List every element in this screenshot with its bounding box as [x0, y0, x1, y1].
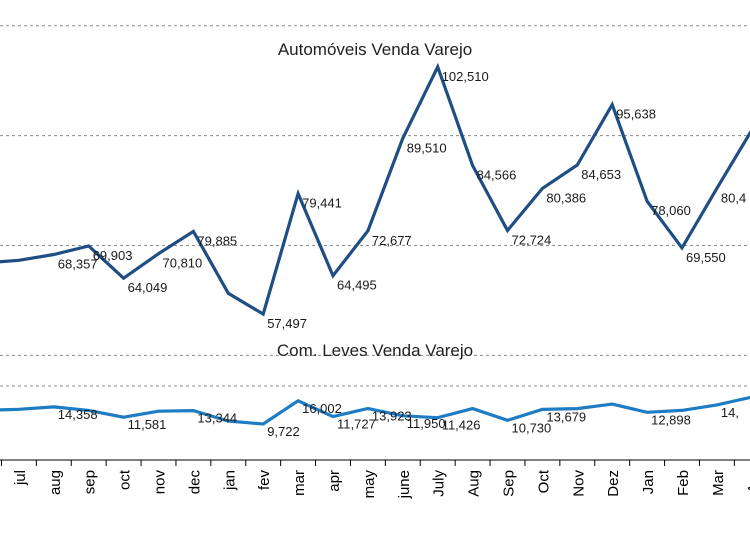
data-label-1-15: 10,730 — [512, 420, 552, 435]
data-label-0-14: 84,566 — [477, 167, 517, 182]
x-tick-label-10: may — [361, 470, 378, 499]
data-label-0-19: 78,060 — [651, 203, 691, 218]
x-tick-label-0: jul — [12, 470, 29, 486]
data-label-1-12: 11,950 — [407, 416, 446, 431]
x-tick-label-11: june — [396, 470, 413, 499]
data-label-0-10: 64,495 — [337, 278, 377, 293]
data-label-1-11: 13,923 — [372, 408, 412, 423]
x-tick-label-18: Jan — [640, 470, 657, 494]
data-label-1-16: 13,679 — [546, 409, 586, 424]
data-label-0-5: 70,810 — [163, 256, 203, 271]
data-label-0-17: 84,653 — [581, 167, 621, 182]
data-label-1-13: 11,426 — [442, 418, 481, 433]
data-label-0-21: 80,4 — [721, 190, 746, 205]
x-tick-label-16: Nov — [570, 470, 587, 497]
x-tick-label-9: apr — [326, 470, 343, 492]
x-tick-label-15: Oct — [535, 469, 552, 493]
data-label-1-19: 12,898 — [651, 412, 691, 427]
x-tick-label-6: jan — [221, 470, 238, 491]
data-label-1-21: 14, — [721, 405, 739, 420]
data-label-1-2: 14,358 — [58, 407, 98, 422]
data-label-0-3: 69,903 — [93, 248, 133, 263]
bottom-chart-title: Com. Leves Venda Varejo — [277, 341, 473, 360]
x-tick-label-5: dec — [186, 470, 203, 495]
series-line-1 — [0, 395, 750, 426]
data-label-0-4: 64,049 — [128, 280, 168, 295]
grid-lines — [0, 25, 750, 387]
x-tick-label-7: fev — [256, 470, 273, 491]
x-tick-label-3: oct — [117, 469, 134, 490]
data-label-0-2: 68,357 — [58, 256, 98, 271]
data-label-1-6: 13,344 — [197, 411, 237, 426]
data-label-0-16: 80,386 — [546, 190, 586, 205]
data-label-0-15: 72,724 — [512, 233, 552, 248]
x-tick-label-2: sep — [82, 470, 99, 494]
x-tick-label-8: mar — [291, 470, 308, 496]
x-tick-label-19: Feb — [675, 470, 692, 496]
data-label-0-8: 57,497 — [267, 316, 307, 331]
data-label-0-6: 79,885 — [197, 233, 237, 248]
data-label-1-4: 11,581 — [128, 417, 167, 432]
x-tick-label-4: nov — [152, 470, 169, 495]
x-tick-label-1: aug — [47, 470, 64, 495]
x-tick-label-17: Dez — [605, 470, 622, 497]
data-label-0-12: 89,510 — [407, 140, 447, 155]
series-lines — [0, 62, 750, 426]
data-label-1-8: 9,722 — [267, 424, 300, 439]
x-axis: jul aug sep oct nov dec jan fev mar apr may june Jul… — [0, 459, 750, 499]
x-tick-label-14: Sep — [501, 470, 518, 497]
data-label-0-18: 95,638 — [616, 107, 656, 122]
data-label-0-13: 102,510 — [442, 69, 489, 84]
x-tick-label-12: July — [431, 470, 448, 497]
x-tick-label-20: Mar — [710, 470, 727, 496]
data-label-0-11: 72,677 — [372, 233, 412, 248]
data-label-0-20: 69,550 — [686, 250, 726, 265]
data-label-1-10: 11,727 — [337, 417, 376, 432]
x-tick-label-21: Apr — [745, 470, 750, 493]
series-line-0 — [0, 62, 750, 317]
top-chart-title: Automóveis Venda Varejo — [278, 40, 472, 59]
data-label-1-9: 16,002 — [302, 401, 342, 416]
data-label-0-9: 79,441 — [302, 196, 342, 211]
x-tick-label-13: Aug — [466, 470, 483, 497]
